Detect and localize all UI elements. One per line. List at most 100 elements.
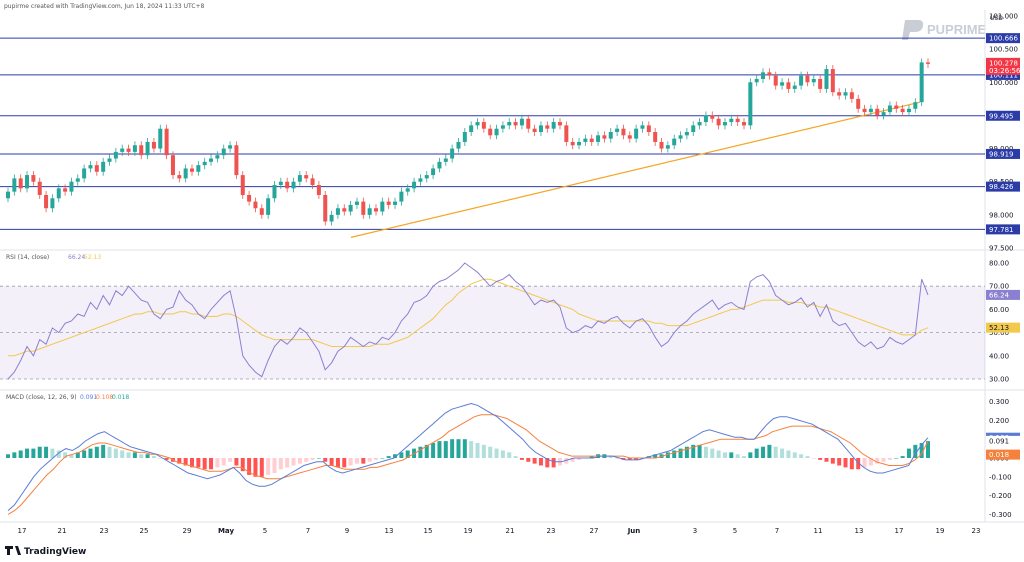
time-tick-label: 17 bbox=[895, 527, 904, 535]
price-tick-label: 98.000 bbox=[989, 211, 1014, 219]
macd-histogram-bar bbox=[132, 452, 137, 458]
candle bbox=[50, 198, 55, 209]
macd-histogram-bar bbox=[513, 456, 518, 458]
candle bbox=[678, 135, 683, 139]
macd-histogram-bar bbox=[177, 458, 182, 464]
macd-histogram-bar bbox=[684, 446, 689, 458]
macd-histogram-bar bbox=[348, 458, 353, 466]
candle bbox=[900, 108, 905, 113]
time-tick-label: 5 bbox=[733, 527, 737, 535]
candle bbox=[285, 181, 290, 189]
candle bbox=[627, 135, 632, 139]
macd-pane[interactable]: 0.3000.2000.1000.000-0.100-0.200-0.300MA… bbox=[6, 394, 1020, 519]
candle bbox=[145, 141, 150, 156]
candle bbox=[849, 92, 854, 99]
macd-histogram-bar bbox=[266, 458, 271, 475]
candle bbox=[513, 122, 518, 126]
candle bbox=[25, 175, 30, 189]
candle bbox=[703, 115, 708, 123]
candle bbox=[240, 175, 245, 195]
candle bbox=[393, 201, 398, 205]
candle bbox=[691, 125, 696, 132]
macd-histogram-bar bbox=[418, 446, 423, 458]
macd-histogram-bar bbox=[240, 458, 245, 472]
current-price-label: 100.278 bbox=[989, 59, 1018, 67]
macd-histogram-bar bbox=[234, 458, 239, 466]
candle bbox=[88, 165, 93, 169]
candle bbox=[780, 82, 785, 86]
candle bbox=[323, 194, 328, 222]
macd-histogram-bar bbox=[906, 448, 911, 458]
time-tick-label: 17 bbox=[18, 527, 27, 535]
candle bbox=[354, 201, 359, 205]
macd-histogram-bar bbox=[868, 458, 873, 466]
candle bbox=[158, 128, 163, 149]
macd-histogram-bar bbox=[342, 458, 347, 468]
macd-histogram-bar bbox=[323, 458, 328, 462]
macd-histogram-bar bbox=[94, 446, 99, 458]
macd-histogram-bar bbox=[691, 444, 696, 458]
tradingview-logo: TradingView bbox=[5, 546, 86, 557]
rsi-pane[interactable]: 80.00 70.00 60.00 50.00 40.00 30.00 RSI (14, c… bbox=[0, 254, 1020, 384]
candle bbox=[830, 69, 835, 93]
rsi-tick-label: 60.00 bbox=[989, 306, 1009, 314]
macd-histogram-bar bbox=[190, 458, 194, 468]
candle bbox=[538, 125, 543, 132]
macd-histogram-bar bbox=[183, 458, 188, 466]
macd-histogram-bar bbox=[443, 441, 448, 458]
candle bbox=[234, 145, 239, 176]
candle bbox=[405, 188, 410, 192]
macd-histogram-bar bbox=[526, 458, 531, 462]
candle bbox=[456, 141, 461, 149]
candle bbox=[266, 198, 271, 215]
macd-histogram-bar bbox=[837, 458, 842, 466]
macd-value-tag bbox=[986, 449, 1020, 460]
macd-value-tag bbox=[986, 435, 1020, 446]
macd-line bbox=[7, 402, 929, 511]
price-tick-label: 100.000 bbox=[989, 79, 1018, 87]
price-pane[interactable]: 101.000100.500100.00099.50099.00098.5009… bbox=[0, 13, 1021, 253]
macd-histogram-bar bbox=[151, 456, 156, 458]
macd-histogram-bar bbox=[634, 458, 639, 460]
candle bbox=[44, 194, 49, 209]
macd-histogram-bar bbox=[316, 458, 321, 459]
macd-histogram-bar bbox=[209, 458, 214, 470]
candle bbox=[608, 132, 613, 139]
macd-histogram-bar bbox=[697, 444, 702, 458]
time-tick-label: 5 bbox=[263, 527, 267, 535]
macd-histogram-bar bbox=[335, 458, 340, 468]
time-tick-label: 3 bbox=[693, 527, 697, 535]
price-tick-label: 97.500 bbox=[989, 245, 1014, 253]
macd-histogram-bar bbox=[113, 448, 118, 458]
candle bbox=[170, 155, 175, 176]
macd-histogram-bar bbox=[824, 458, 829, 462]
candle bbox=[843, 92, 848, 96]
level-tag bbox=[986, 69, 1020, 80]
macd-histogram-bar bbox=[678, 448, 683, 458]
trendline bbox=[350, 101, 921, 238]
macd-histogram-bar bbox=[304, 458, 309, 462]
candle bbox=[107, 158, 112, 162]
macd-histogram-bar bbox=[475, 442, 480, 458]
macd-histogram-bar bbox=[361, 458, 366, 464]
candle bbox=[348, 204, 353, 212]
time-axis[interactable]: 17 21 23 25 29 May 5 7 9 13 15 19 21 23 27 Jun 3 5 7 11 13 17… bbox=[18, 527, 981, 535]
macd-histogram-bar bbox=[589, 456, 594, 458]
candle bbox=[494, 128, 499, 136]
macd-histogram-bar bbox=[25, 448, 30, 458]
tradingview-logo-icon bbox=[5, 546, 21, 555]
candle bbox=[615, 128, 620, 132]
level-tag bbox=[986, 148, 1020, 159]
candle bbox=[361, 201, 366, 215]
candle bbox=[811, 78, 816, 83]
time-tick-label: 19 bbox=[464, 527, 473, 535]
macd-histogram-bar bbox=[532, 458, 537, 464]
macd-tick-label: -0.100 bbox=[989, 473, 1012, 481]
candle bbox=[164, 128, 169, 156]
candle bbox=[31, 175, 36, 182]
candle bbox=[18, 178, 23, 189]
candle bbox=[589, 138, 594, 142]
candle bbox=[856, 98, 861, 109]
candle bbox=[887, 105, 892, 113]
candle bbox=[412, 181, 417, 189]
